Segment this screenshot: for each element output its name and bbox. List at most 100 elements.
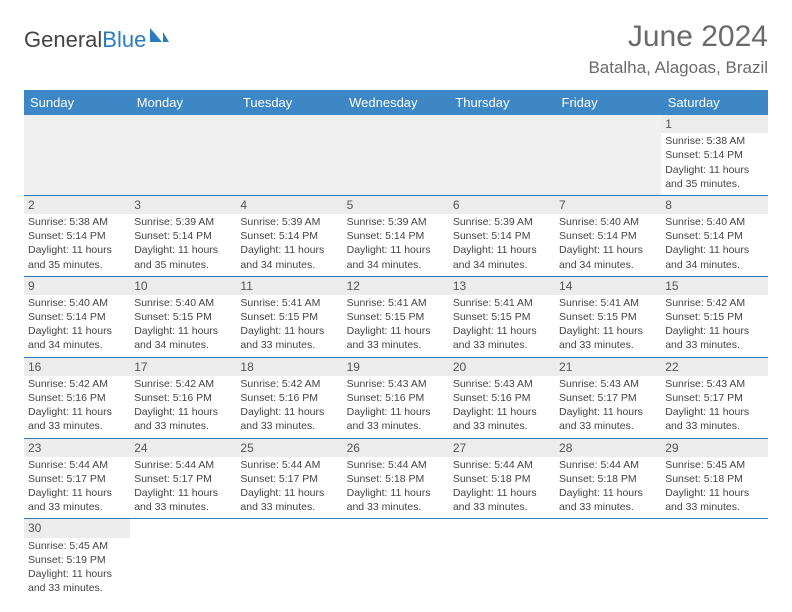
sunset-text: Sunset: 5:17 PM <box>240 472 338 486</box>
calendar-day-cell <box>130 115 236 195</box>
daylight-text: Daylight: 11 hours and 33 minutes. <box>28 486 126 514</box>
day-number: 21 <box>555 358 661 376</box>
calendar-day-cell: 6Sunrise: 5:39 AMSunset: 5:14 PMDaylight… <box>449 195 555 276</box>
calendar-day-cell <box>236 519 342 599</box>
sunrise-text: Sunrise: 5:43 AM <box>453 377 551 391</box>
calendar-day-cell: 5Sunrise: 5:39 AMSunset: 5:14 PMDaylight… <box>343 195 449 276</box>
sunrise-text: Sunrise: 5:45 AM <box>665 458 763 472</box>
daylight-text: Daylight: 11 hours and 33 minutes. <box>665 324 763 352</box>
day-number: 11 <box>236 277 342 295</box>
daylight-text: Daylight: 11 hours and 33 minutes. <box>240 405 338 433</box>
sunrise-text: Sunrise: 5:41 AM <box>559 296 657 310</box>
calendar-grid: Sunday Monday Tuesday Wednesday Thursday… <box>24 90 768 599</box>
day-number: 19 <box>343 358 449 376</box>
calendar-week-row: 9Sunrise: 5:40 AMSunset: 5:14 PMDaylight… <box>24 276 768 357</box>
calendar-week-row: 1Sunrise: 5:38 AMSunset: 5:14 PMDaylight… <box>24 115 768 195</box>
sunrise-text: Sunrise: 5:42 AM <box>28 377 126 391</box>
calendar-day-cell: 25Sunrise: 5:44 AMSunset: 5:17 PMDayligh… <box>236 438 342 519</box>
day-number: 13 <box>449 277 555 295</box>
sunset-text: Sunset: 5:17 PM <box>559 391 657 405</box>
sunrise-text: Sunrise: 5:44 AM <box>347 458 445 472</box>
weekday-header: Saturday <box>661 90 767 115</box>
calendar-day-cell: 17Sunrise: 5:42 AMSunset: 5:16 PMDayligh… <box>130 357 236 438</box>
daylight-text: Daylight: 11 hours and 33 minutes. <box>453 486 551 514</box>
sunrise-text: Sunrise: 5:45 AM <box>28 539 126 553</box>
day-number: 10 <box>130 277 236 295</box>
sunset-text: Sunset: 5:15 PM <box>134 310 232 324</box>
sunset-text: Sunset: 5:15 PM <box>347 310 445 324</box>
daylight-text: Daylight: 11 hours and 34 minutes. <box>28 324 126 352</box>
day-number: 18 <box>236 358 342 376</box>
calendar-day-cell: 20Sunrise: 5:43 AMSunset: 5:16 PMDayligh… <box>449 357 555 438</box>
calendar-day-cell: 15Sunrise: 5:42 AMSunset: 5:15 PMDayligh… <box>661 276 767 357</box>
calendar-week-row: 16Sunrise: 5:42 AMSunset: 5:16 PMDayligh… <box>24 357 768 438</box>
sunset-text: Sunset: 5:17 PM <box>28 472 126 486</box>
calendar-day-cell: 22Sunrise: 5:43 AMSunset: 5:17 PMDayligh… <box>661 357 767 438</box>
sunrise-text: Sunrise: 5:44 AM <box>453 458 551 472</box>
sunset-text: Sunset: 5:17 PM <box>665 391 763 405</box>
weekday-header: Sunday <box>24 90 130 115</box>
header: GeneralBlue June 2024 Batalha, Alagoas, … <box>24 20 768 78</box>
sunrise-text: Sunrise: 5:41 AM <box>240 296 338 310</box>
sunset-text: Sunset: 5:16 PM <box>134 391 232 405</box>
weekday-header: Tuesday <box>236 90 342 115</box>
calendar-day-cell: 23Sunrise: 5:44 AMSunset: 5:17 PMDayligh… <box>24 438 130 519</box>
sunrise-text: Sunrise: 5:44 AM <box>559 458 657 472</box>
day-number: 28 <box>555 439 661 457</box>
weekday-header: Monday <box>130 90 236 115</box>
calendar-day-cell: 18Sunrise: 5:42 AMSunset: 5:16 PMDayligh… <box>236 357 342 438</box>
calendar-day-cell: 4Sunrise: 5:39 AMSunset: 5:14 PMDaylight… <box>236 195 342 276</box>
sunset-text: Sunset: 5:14 PM <box>28 310 126 324</box>
daylight-text: Daylight: 11 hours and 33 minutes. <box>347 486 445 514</box>
calendar-week-row: 2Sunrise: 5:38 AMSunset: 5:14 PMDaylight… <box>24 195 768 276</box>
day-number: 4 <box>236 196 342 214</box>
day-number: 20 <box>449 358 555 376</box>
day-number: 15 <box>661 277 767 295</box>
daylight-text: Daylight: 11 hours and 33 minutes. <box>28 405 126 433</box>
calendar-day-cell: 2Sunrise: 5:38 AMSunset: 5:14 PMDaylight… <box>24 195 130 276</box>
sunrise-text: Sunrise: 5:41 AM <box>347 296 445 310</box>
day-number: 5 <box>343 196 449 214</box>
calendar-day-cell: 28Sunrise: 5:44 AMSunset: 5:18 PMDayligh… <box>555 438 661 519</box>
calendar-week-row: 30Sunrise: 5:45 AMSunset: 5:19 PMDayligh… <box>24 519 768 599</box>
sunset-text: Sunset: 5:14 PM <box>665 229 763 243</box>
sunset-text: Sunset: 5:16 PM <box>453 391 551 405</box>
daylight-text: Daylight: 11 hours and 34 minutes. <box>347 243 445 271</box>
calendar-day-cell <box>343 519 449 599</box>
calendar-day-cell: 16Sunrise: 5:42 AMSunset: 5:16 PMDayligh… <box>24 357 130 438</box>
calendar-day-cell <box>130 519 236 599</box>
calendar-day-cell <box>236 115 342 195</box>
day-number: 3 <box>130 196 236 214</box>
daylight-text: Daylight: 11 hours and 34 minutes. <box>240 243 338 271</box>
daylight-text: Daylight: 11 hours and 33 minutes. <box>347 405 445 433</box>
calendar-day-cell: 26Sunrise: 5:44 AMSunset: 5:18 PMDayligh… <box>343 438 449 519</box>
sunset-text: Sunset: 5:16 PM <box>28 391 126 405</box>
daylight-text: Daylight: 11 hours and 35 minutes. <box>665 163 763 191</box>
day-number: 9 <box>24 277 130 295</box>
sunset-text: Sunset: 5:15 PM <box>665 310 763 324</box>
daylight-text: Daylight: 11 hours and 33 minutes. <box>240 324 338 352</box>
daylight-text: Daylight: 11 hours and 33 minutes. <box>134 405 232 433</box>
day-number: 2 <box>24 196 130 214</box>
day-number: 22 <box>661 358 767 376</box>
day-number: 14 <box>555 277 661 295</box>
sunrise-text: Sunrise: 5:40 AM <box>28 296 126 310</box>
calendar-day-cell: 7Sunrise: 5:40 AMSunset: 5:14 PMDaylight… <box>555 195 661 276</box>
calendar-day-cell: 13Sunrise: 5:41 AMSunset: 5:15 PMDayligh… <box>449 276 555 357</box>
day-number: 26 <box>343 439 449 457</box>
calendar-day-cell: 14Sunrise: 5:41 AMSunset: 5:15 PMDayligh… <box>555 276 661 357</box>
day-number: 1 <box>661 115 767 133</box>
daylight-text: Daylight: 11 hours and 33 minutes. <box>665 486 763 514</box>
sunset-text: Sunset: 5:19 PM <box>28 553 126 567</box>
sunset-text: Sunset: 5:16 PM <box>240 391 338 405</box>
daylight-text: Daylight: 11 hours and 33 minutes. <box>453 324 551 352</box>
sunrise-text: Sunrise: 5:42 AM <box>665 296 763 310</box>
day-number: 27 <box>449 439 555 457</box>
sunset-text: Sunset: 5:18 PM <box>665 472 763 486</box>
sunrise-text: Sunrise: 5:43 AM <box>347 377 445 391</box>
sunrise-text: Sunrise: 5:41 AM <box>453 296 551 310</box>
daylight-text: Daylight: 11 hours and 33 minutes. <box>559 486 657 514</box>
weekday-header-row: Sunday Monday Tuesday Wednesday Thursday… <box>24 90 768 115</box>
day-number: 24 <box>130 439 236 457</box>
sunset-text: Sunset: 5:14 PM <box>240 229 338 243</box>
